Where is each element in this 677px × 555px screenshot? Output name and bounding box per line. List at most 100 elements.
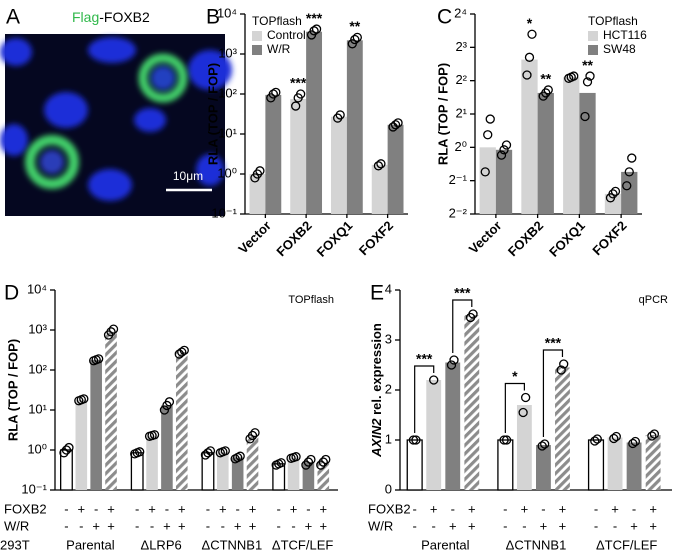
- group-label: ΔLRP6: [141, 537, 182, 552]
- x-tick-label: FOXB2: [273, 218, 314, 259]
- data-point: [449, 355, 459, 365]
- condition-sign: -: [206, 501, 210, 516]
- data-point: [64, 442, 74, 453]
- bar: [272, 463, 286, 491]
- legend-swatch: [588, 45, 598, 55]
- x-tick-label: FOXF2: [589, 218, 629, 258]
- bar: [306, 31, 323, 215]
- panel-letter: E: [370, 282, 384, 305]
- group-label: ΔTCF/LEF: [596, 537, 657, 552]
- bar: [317, 462, 330, 490]
- condition-sign: +: [449, 518, 457, 533]
- legend-label: W/R: [267, 42, 291, 56]
- condition-sign: +: [78, 501, 86, 516]
- data-point: [350, 34, 360, 45]
- y-tick-label: 4: [385, 281, 392, 296]
- data-point: [205, 446, 216, 456]
- condition-sign: +: [107, 501, 115, 516]
- panel-letter: B: [206, 6, 220, 29]
- condition-sign: -: [165, 501, 169, 516]
- bar: [497, 439, 514, 491]
- bar: [464, 315, 480, 490]
- bar: [537, 92, 554, 214]
- condition-sign: -: [594, 501, 598, 516]
- condition-sign: -: [221, 518, 225, 533]
- bar: [249, 174, 266, 214]
- condition-sign: +: [178, 518, 186, 533]
- y-tick-label: 3: [385, 331, 392, 346]
- data-point: [159, 405, 170, 415]
- bar: [387, 124, 404, 214]
- cell-line-label: 293T: [0, 537, 30, 552]
- panel-letter: D: [4, 282, 19, 305]
- data-point: [311, 24, 322, 34]
- significance: ***: [306, 10, 323, 26]
- data-point: [291, 101, 301, 111]
- data-point: [518, 407, 528, 418]
- y-tick-label: 10²: [218, 85, 237, 100]
- condition-sign: -: [451, 501, 455, 516]
- y-tick-label: 10²: [28, 361, 47, 376]
- y-tick-label: 2⁰: [455, 139, 467, 154]
- data-point: [522, 70, 532, 80]
- x-tick-label: FOXF2: [356, 218, 396, 258]
- condition-sign: -: [150, 518, 154, 533]
- data-point: [559, 359, 569, 369]
- data-point: [611, 431, 621, 442]
- data-point: [541, 88, 551, 98]
- condition-sign: -: [277, 501, 281, 516]
- bar: [445, 362, 461, 490]
- data-point: [527, 29, 537, 39]
- data-point: [622, 181, 632, 191]
- data-point: [376, 159, 386, 169]
- bar: [626, 442, 642, 490]
- condition-sign: -: [594, 518, 598, 533]
- data-point: [309, 26, 319, 36]
- condition-row-name: FOXB2: [4, 501, 47, 516]
- title-prefix: Flag: [72, 9, 99, 25]
- image-title: Flag-FOXB2: [72, 9, 150, 25]
- bar: [175, 352, 188, 490]
- data-point: [628, 438, 638, 449]
- data-point: [164, 397, 175, 407]
- condition-sign: -: [206, 518, 210, 533]
- data-point: [496, 150, 507, 160]
- bar: [287, 457, 300, 490]
- condition-sign: +: [290, 501, 298, 516]
- bracket: [452, 299, 473, 353]
- data-point: [301, 460, 311, 470]
- y-tick-label: 10³: [218, 45, 237, 60]
- panel-letter: A: [6, 6, 20, 29]
- data-point: [585, 71, 595, 81]
- x-tick-label: Vector: [466, 218, 505, 257]
- condition-sign: -: [94, 501, 98, 516]
- condition-sign: -: [413, 501, 417, 516]
- condition-sign: -: [632, 501, 636, 516]
- data-point: [569, 71, 579, 81]
- condition-sign: +: [92, 518, 100, 533]
- significance: **: [349, 18, 360, 34]
- bar: [290, 98, 307, 214]
- scale-bar-label: 10μm: [173, 169, 203, 183]
- bar: [604, 193, 622, 214]
- bar: [302, 462, 315, 490]
- bar: [201, 452, 215, 491]
- legend-label: SW48: [603, 42, 636, 56]
- corner-label: qPCR: [639, 294, 668, 306]
- data-point: [291, 452, 301, 462]
- data-point: [411, 435, 421, 445]
- x-tick-label: FOXQ1: [546, 218, 588, 260]
- legend-title: TOPflash: [588, 14, 638, 28]
- bar: [645, 435, 661, 490]
- significance: **: [540, 71, 551, 87]
- bar: [495, 149, 513, 214]
- significance: ***: [290, 75, 307, 91]
- data-point: [108, 324, 119, 334]
- y-tick-label: 2⁻¹: [449, 172, 468, 187]
- condition-sign: +: [249, 518, 257, 533]
- condition-sign: +: [468, 518, 476, 533]
- data-point: [149, 430, 160, 440]
